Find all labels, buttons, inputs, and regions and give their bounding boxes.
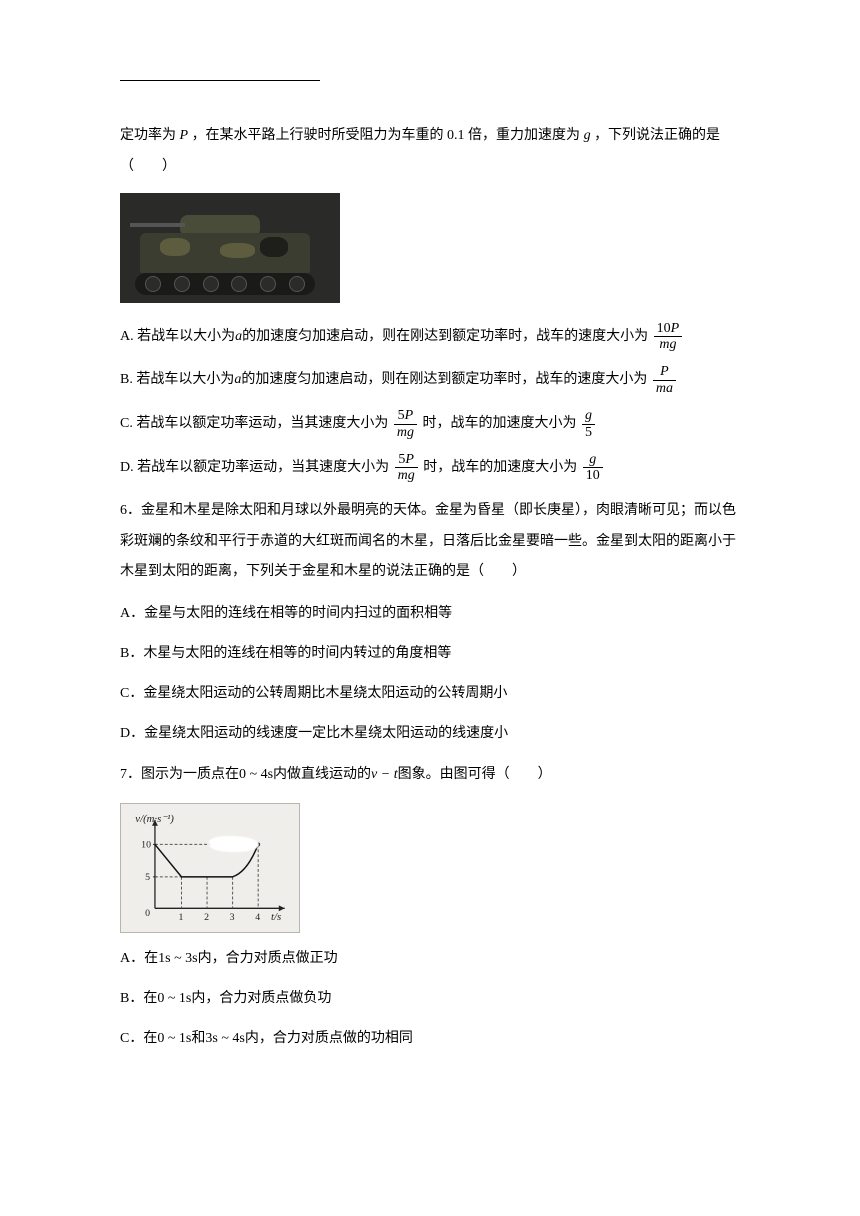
q6-stem: 6．金星和木星是除太阳和月球以外最明亮的天体。金星为昏星（即长庚星），肉眼清晰可… [120, 496, 740, 588]
fraction: Pma [653, 364, 676, 396]
q6-option-b: B．木星与太阳的连线在相等的时间内转过的角度相等 [120, 640, 740, 668]
q6-option-a: A．金星与太阳的连线在相等的时间内扫过的面积相等 [120, 600, 740, 628]
q7-option-a: A．在1s ~ 3s内，合力对质点做正功 [120, 945, 740, 973]
svg-text:v/(m·s⁻¹): v/(m·s⁻¹) [135, 813, 174, 825]
fraction: 5Pmg [395, 452, 418, 484]
tank-image [120, 193, 340, 303]
header-rule [120, 80, 320, 81]
q5-option-a: A. 若战车以大小为a的加速度匀加速启动，则在刚达到额定功率时，战车的速度大小为… [120, 321, 740, 353]
page: 定功率为 P ，在某水平路上行驶时所受阻力为车重的 0.1 倍，重力加速度为 g… [0, 0, 860, 1125]
q5-option-c: C. 若战车以额定功率运动，当其速度大小为 5Pmg 时，战车的加速度大小为 g… [120, 408, 740, 440]
q5-option-d: D. 若战车以额定功率运动，当其速度大小为 5Pmg 时，战车的加速度大小为 g… [120, 452, 740, 484]
q7-option-c: C．在0 ~ 1s和3s ~ 4s内，合力对质点做的功相同 [120, 1025, 740, 1053]
q7-stem: 7．图示为一质点在0 ~ 4s内做直线运动的v − t图象。由图可得（ ） [120, 760, 740, 791]
q5-option-b: B. 若战车以大小为a的加速度匀加速启动，则在刚达到额定功率时，战车的速度大小为… [120, 364, 740, 396]
q5-frag1: 定功率为 [120, 128, 176, 143]
white-smudge [209, 836, 259, 852]
svg-text:t/s: t/s [271, 911, 281, 923]
fraction: 5Pmg [394, 408, 417, 440]
fraction: g10 [583, 452, 603, 484]
var-P: P [180, 128, 189, 143]
q7-option-b: B．在0 ~ 1s内，合力对质点做负功 [120, 985, 740, 1013]
fraction: 10Pmg [654, 321, 683, 353]
q5-frag2: ，在某水平路上行驶时所受阻力为车重的 0.1 倍，重力加速度为 [192, 128, 581, 143]
svg-text:4: 4 [255, 912, 260, 923]
q5-stem: 定功率为 P ，在某水平路上行驶时所受阻力为车重的 0.1 倍，重力加速度为 g… [120, 121, 740, 183]
svg-text:10: 10 [141, 839, 151, 850]
svg-text:1: 1 [179, 912, 184, 923]
svg-text:5: 5 [145, 872, 150, 883]
vt-graph: v/(m·s⁻¹) 10 5 0 1 2 3 4 t/s [120, 803, 300, 933]
svg-text:2: 2 [204, 912, 209, 923]
svg-text:0: 0 [145, 908, 150, 919]
svg-text:3: 3 [230, 912, 235, 923]
q6-option-c: C．金星绕太阳运动的公转周期比木星绕太阳运动的公转周期小 [120, 680, 740, 708]
fraction: g5 [582, 408, 595, 440]
var-g: g [584, 128, 591, 143]
q6-option-d: D．金星绕太阳运动的线速度一定比木星绕太阳运动的线速度小 [120, 720, 740, 748]
